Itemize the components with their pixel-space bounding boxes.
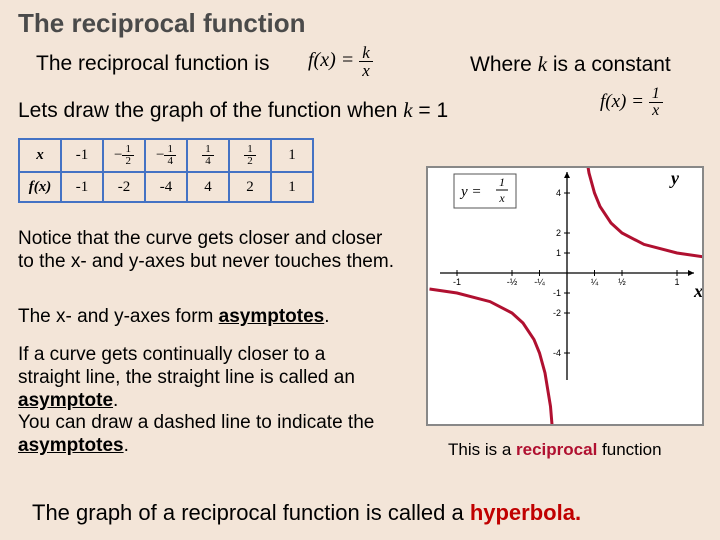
svg-text:1: 1 [499,175,505,189]
chart-svg: -1 -½ -¼ ¼ ½ 1 1 2 4 -1 -2 -4 y x y = 1 x [428,168,702,424]
svg-text:4: 4 [556,188,561,198]
draw-k: k [403,98,412,122]
table-cell: −12 [103,139,145,172]
svg-text:½: ½ [618,277,626,287]
table-cell: 1 [271,139,313,172]
where-word: Where [470,53,532,76]
svg-text:x: x [498,191,505,205]
p4b: asymptotes [18,435,124,456]
formula-kx: f(x) = k x [308,44,373,79]
line-defn-a: The reciprocal function is [36,52,269,76]
page-title: The reciprocal function [18,8,306,39]
table-cell: -4 [145,172,187,202]
draw-a: Lets draw the graph of the function when [18,99,403,122]
table-cell: -1 [61,172,103,202]
line-draw: Lets draw the graph of the function when… [18,98,448,123]
p4c: . [124,435,129,456]
svg-text:¼: ¼ [591,277,599,287]
svg-text:y: y [669,168,680,188]
svg-text:2: 2 [556,228,561,238]
footer: The graph of a reciprocal function is ca… [32,500,581,526]
where-rest: is a constant [547,53,671,76]
f2-num: 1 [649,86,663,103]
cap-b: reciprocal [516,440,597,459]
svg-text:-4: -4 [553,348,561,358]
f2-lhs: f(x) = [600,91,644,112]
p4a: You can draw a dashed line to indicate t… [18,412,374,433]
svg-text:1: 1 [556,248,561,258]
cap-c: function [597,440,661,459]
p2c: . [324,306,329,327]
table-cell: 1 [271,172,313,202]
svg-text:-2: -2 [553,308,561,318]
where-k: k [538,52,547,76]
svg-text:-½: -½ [507,277,518,287]
f-den: x [359,62,373,79]
table-cell: 4 [187,172,229,202]
table-cell: −14 [145,139,187,172]
chart-caption: This is a reciprocal function [448,440,662,460]
p3a: If a curve gets continually closer to a … [18,344,355,388]
svg-text:-1: -1 [453,277,461,287]
svg-text:1: 1 [674,277,679,287]
foot-b: hyperbola. [470,500,581,525]
th-fx: f(x) [19,172,61,202]
p2a: The x- and y-axes form [18,306,219,327]
f2-den: x [649,103,663,119]
line-defn-b: Where k is a constant [470,52,671,77]
table-cell: 2 [229,172,271,202]
cap-a: This is a [448,440,516,459]
f-num: k [359,44,373,62]
p2b: asymptotes [219,306,325,327]
svg-text:-¼: -¼ [534,277,545,287]
f-lhs: f(x) = [308,49,354,71]
p3c: . [113,390,118,411]
table-cell: 14 [187,139,229,172]
table-cell: -1 [61,139,103,172]
p3b: asymptote [18,390,113,411]
foot-a: The graph of a reciprocal function is ca… [32,500,470,525]
para-asymptote-def: If a curve gets continually closer to a … [18,344,388,458]
svg-text:-1: -1 [553,288,561,298]
draw-eq: = 1 [413,99,449,122]
para-asymptotes: The x- and y-axes form asymptotes. [18,306,330,328]
table-cell: -2 [103,172,145,202]
svg-text:y =: y = [459,184,482,200]
svg-text:x: x [693,281,702,301]
th-x: x [19,139,61,172]
values-table: x-1−12−1414121 f(x)-1-2-4421 [18,138,314,203]
para-notice: Notice that the curve gets closer and cl… [18,228,398,274]
formula-1x: f(x) = 1 x [600,86,663,119]
chart-box: -1 -½ -¼ ¼ ½ 1 1 2 4 -1 -2 -4 y x y = 1 x [426,166,704,426]
table-cell: 12 [229,139,271,172]
